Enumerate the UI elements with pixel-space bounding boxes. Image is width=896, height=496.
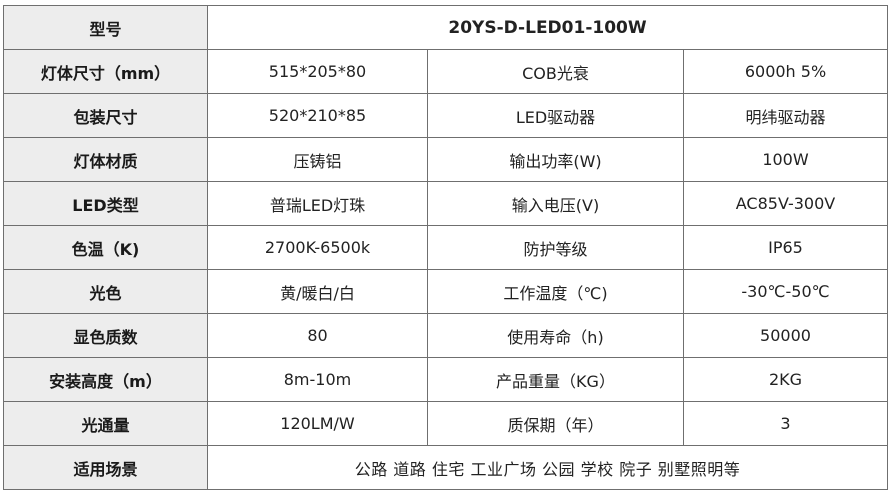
- row-label: 显色质数: [3, 313, 208, 358]
- table-row: 光通量 120LM/W 质保期（年） 3: [3, 401, 888, 446]
- scenarios-value: 公路 道路 住宅 工业广场 公园 学校 院子 别墅照明等: [207, 445, 888, 490]
- row-value: 120LM/W: [207, 401, 428, 446]
- row-label-secondary: 输出功率(W): [427, 137, 684, 182]
- label-model: 型号: [3, 5, 208, 50]
- table-row: 灯体材质 压铸铝 输出功率(W) 100W: [3, 137, 888, 182]
- row-value: 80: [207, 313, 428, 358]
- row-label-secondary: 工作温度（℃): [427, 269, 684, 314]
- table-row-scenarios: 适用场景 公路 道路 住宅 工业广场 公园 学校 院子 别墅照明等: [3, 445, 888, 490]
- row-label-secondary: 输入电压(V): [427, 181, 684, 226]
- row-value-secondary: 明纬驱动器: [683, 93, 888, 138]
- row-value-secondary: AC85V-300V: [683, 181, 888, 226]
- table-row: 光色 黄/暖白/白 工作温度（℃) -30℃-50℃: [3, 269, 888, 314]
- row-label: 光通量: [3, 401, 208, 446]
- row-label: 色温（K): [3, 225, 208, 270]
- row-value: 压铸铝: [207, 137, 428, 182]
- row-label: 光色: [3, 269, 208, 314]
- label-scenarios: 适用场景: [3, 445, 208, 490]
- row-value-secondary: 6000h 5%: [683, 49, 888, 94]
- row-label: 灯体尺寸（mm）: [3, 49, 208, 94]
- row-label-secondary: LED驱动器: [427, 93, 684, 138]
- table-row-model: 型号 20YS-D-LED01-100W: [3, 5, 888, 50]
- row-value: 520*210*85: [207, 93, 428, 138]
- row-value-secondary: -30℃-50℃: [683, 269, 888, 314]
- row-label-secondary: 防护等级: [427, 225, 684, 270]
- row-value: 515*205*80: [207, 49, 428, 94]
- row-label-secondary: 质保期（年）: [427, 401, 684, 446]
- row-value-secondary: IP65: [683, 225, 888, 270]
- row-value-secondary: 3: [683, 401, 888, 446]
- row-label-secondary: COB光衰: [427, 49, 684, 94]
- table-row: 包装尺寸 520*210*85 LED驱动器 明纬驱动器: [3, 93, 888, 138]
- table-row: 显色质数 80 使用寿命（h) 50000: [3, 313, 888, 358]
- row-label: LED类型: [3, 181, 208, 226]
- row-value-secondary: 2KG: [683, 357, 888, 402]
- row-label: 包装尺寸: [3, 93, 208, 138]
- model-value: 20YS-D-LED01-100W: [207, 5, 888, 50]
- row-label-secondary: 使用寿命（h): [427, 313, 684, 358]
- row-value: 普瑞LED灯珠: [207, 181, 428, 226]
- row-label: 安装高度（m）: [3, 357, 208, 402]
- row-label: 灯体材质: [3, 137, 208, 182]
- row-value: 黄/暖白/白: [207, 269, 428, 314]
- table-row: 灯体尺寸（mm） 515*205*80 COB光衰 6000h 5%: [3, 49, 888, 94]
- table-row: 色温（K) 2700K-6500k 防护等级 IP65: [3, 225, 888, 270]
- spec-table: 型号 20YS-D-LED01-100W 灯体尺寸（mm） 515*205*80…: [3, 5, 888, 490]
- row-value: 2700K-6500k: [207, 225, 428, 270]
- row-value-secondary: 100W: [683, 137, 888, 182]
- table-row: 安装高度（m） 8m-10m 产品重量（KG） 2KG: [3, 357, 888, 402]
- row-label-secondary: 产品重量（KG）: [427, 357, 684, 402]
- row-value: 8m-10m: [207, 357, 428, 402]
- row-value-secondary: 50000: [683, 313, 888, 358]
- table-row: LED类型 普瑞LED灯珠 输入电压(V) AC85V-300V: [3, 181, 888, 226]
